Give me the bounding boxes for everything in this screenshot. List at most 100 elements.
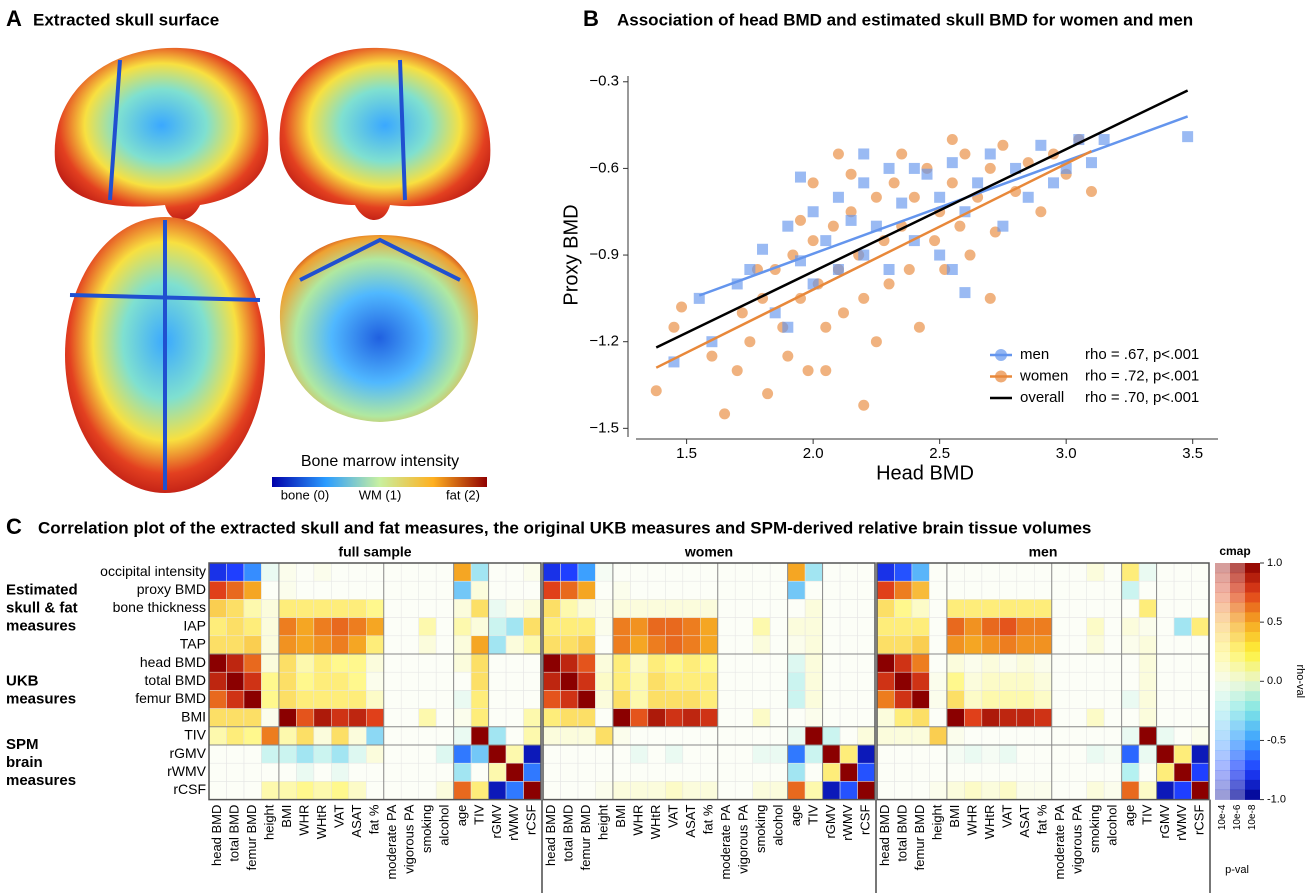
cell (894, 563, 911, 581)
colorbar-p-title: p-val (1225, 864, 1249, 876)
cell (805, 654, 822, 672)
row-label: TIV (184, 727, 206, 743)
cell (524, 727, 541, 745)
cell (613, 654, 630, 672)
x-tick-label: 2.5 (929, 445, 950, 462)
cell (718, 563, 735, 581)
cell (665, 618, 682, 636)
cell (349, 709, 366, 727)
point (884, 264, 895, 275)
point (959, 148, 970, 159)
column-label: BMI (613, 805, 628, 828)
cell (1174, 618, 1191, 636)
cell (700, 672, 717, 690)
colorbar-cell (1230, 711, 1245, 721)
column-label: rWMV (1174, 804, 1189, 840)
cell (630, 654, 647, 672)
column-label: head BMD (543, 805, 558, 866)
cell (858, 690, 875, 708)
cell (401, 690, 418, 708)
colorbar-cell (1215, 612, 1230, 622)
cell (331, 636, 348, 654)
cell (349, 636, 366, 654)
skull-lateral-left (55, 48, 269, 220)
cell (823, 709, 840, 727)
cell (877, 690, 894, 708)
row-group-label: measures (6, 690, 76, 707)
cell (349, 563, 366, 581)
cell (314, 709, 331, 727)
cell (753, 599, 770, 617)
y-tick-label: −0.3 (589, 73, 619, 90)
cell (840, 563, 857, 581)
cell (489, 672, 506, 690)
colorbar-cell (1230, 681, 1245, 691)
cell (648, 563, 665, 581)
point (808, 235, 819, 246)
cell (858, 563, 875, 581)
cell (1157, 581, 1174, 599)
y-tick-label: −1.2 (589, 333, 619, 350)
cell (296, 781, 313, 799)
column-label: TIV (471, 804, 486, 825)
cell (753, 654, 770, 672)
cell (244, 563, 261, 581)
cell (560, 672, 577, 690)
cell (595, 727, 612, 745)
cell (454, 618, 471, 636)
cell (366, 636, 383, 654)
cell (384, 690, 401, 708)
point (947, 157, 958, 168)
colorbar-cell (1245, 573, 1260, 583)
cell (543, 563, 560, 581)
p-label: 10e-8 (1247, 804, 1258, 830)
column-label: fat % (700, 804, 715, 834)
cell (1034, 618, 1051, 636)
cell (947, 709, 964, 727)
cell (1069, 599, 1086, 617)
cell (999, 745, 1016, 763)
cell (700, 745, 717, 763)
cell (331, 654, 348, 672)
cell (1122, 563, 1139, 581)
fit-line (656, 151, 1091, 368)
cell (770, 672, 787, 690)
cell (454, 763, 471, 781)
cell (366, 581, 383, 599)
point (947, 134, 958, 145)
column-label: moderate PA (718, 804, 733, 879)
cell (630, 727, 647, 745)
cell (1087, 727, 1104, 745)
cell (1192, 563, 1209, 581)
cell (788, 672, 805, 690)
cell (630, 763, 647, 781)
colorbar-cell (1215, 681, 1230, 691)
cell (858, 745, 875, 763)
cell (894, 709, 911, 727)
cell (1104, 581, 1121, 599)
cell (648, 709, 665, 727)
cell (1122, 763, 1139, 781)
cell (296, 618, 313, 636)
cell (877, 709, 894, 727)
cell (226, 599, 243, 617)
cell (947, 599, 964, 617)
cell (718, 745, 735, 763)
cell (823, 672, 840, 690)
cell (823, 636, 840, 654)
column-label: WHtR (648, 805, 663, 840)
row-label: TAP (180, 636, 206, 652)
point (782, 322, 793, 333)
cell (349, 654, 366, 672)
cell (506, 618, 523, 636)
cell (471, 709, 488, 727)
cell (788, 581, 805, 599)
cell (877, 727, 894, 745)
cell (912, 636, 929, 654)
cell (401, 781, 418, 799)
y-tick-label: −1.5 (589, 419, 619, 436)
cell (1192, 781, 1209, 799)
cell (788, 763, 805, 781)
cell (894, 581, 911, 599)
cell (471, 654, 488, 672)
